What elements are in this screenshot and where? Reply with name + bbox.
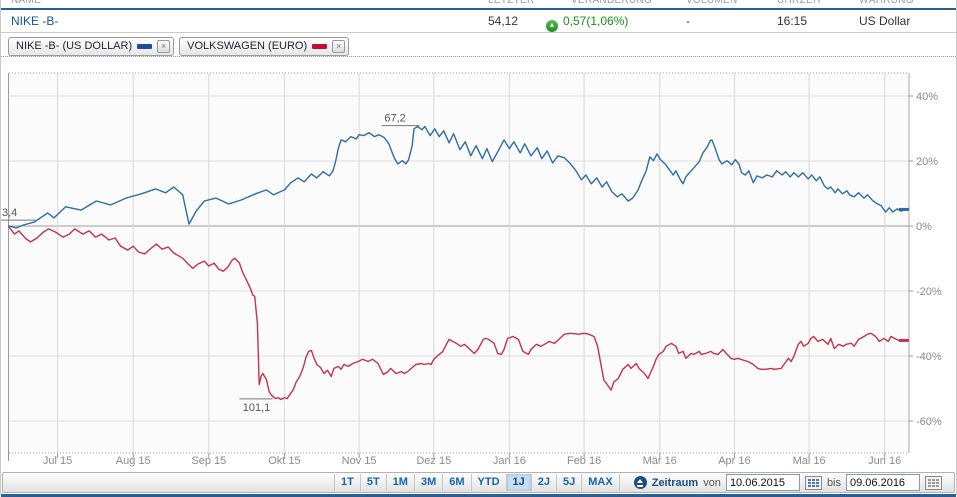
- column-header-uhrzeit: UHRZEIT: [777, 0, 823, 6]
- column-header-letzter: LETZTER: [488, 0, 535, 6]
- y-axis-label: -20%: [916, 286, 942, 298]
- y-axis-label: 0%: [916, 221, 932, 233]
- range-button-1t[interactable]: 1T: [333, 474, 361, 491]
- x-axis-label: Feb 16: [567, 455, 601, 467]
- y-axis-label: 20%: [916, 156, 938, 168]
- von-label: von: [703, 476, 721, 489]
- x-axis-label: Jun 16: [868, 455, 901, 467]
- column-header-name: NAME: [11, 0, 42, 6]
- y-axis-label: -60%: [916, 416, 942, 428]
- x-axis-label: Aug 15: [116, 455, 151, 467]
- currency-value: US Dollar: [859, 14, 911, 28]
- range-button-6m[interactable]: 6M: [443, 474, 472, 491]
- remove-series-button[interactable]: ×: [157, 39, 171, 53]
- zeitraum-label: Zeitraum: [651, 476, 699, 489]
- change-value: 0,57(1,06%): [563, 14, 629, 28]
- x-axis-label: Jan 16: [493, 455, 526, 467]
- x-axis-label: Dez 15: [416, 455, 451, 467]
- range-button-ytd[interactable]: YTD: [472, 474, 507, 491]
- x-axis-label: Jul 15: [43, 455, 72, 467]
- chart-panel: Jul 15 Aug 15 Sep 15 Okt 15 Nov 15 Dez 15 Jan …: [1, 56, 956, 470]
- series-color-swatch: [137, 43, 153, 49]
- range-button-1j[interactable]: 1J: [506, 474, 532, 491]
- x-axis-label: Apr 16: [718, 455, 750, 467]
- range-button-2j[interactable]: 2J: [532, 474, 558, 491]
- column-header-veränderung: VERÄNDERUNG: [571, 0, 653, 6]
- instrument-name-link[interactable]: NIKE -B-: [11, 14, 59, 28]
- zeitraum-group: Zeitraum von bis: [633, 474, 942, 491]
- legend-tag-1: VOLKSWAGEN (EURO) ×: [179, 36, 350, 56]
- quote-row-nike: NIKE -B- 54,12 ▲ 0,57(1,06%) - 16:15 US D…: [1, 10, 956, 33]
- y-axis-label: 40%: [916, 91, 938, 103]
- series-line-1: [8, 226, 907, 401]
- column-header-volumen: VOLUMEN: [686, 0, 738, 6]
- legend-tag-label: VOLKSWAGEN (EURO): [187, 40, 308, 52]
- calendar-to-icon[interactable]: [925, 475, 942, 490]
- y-axis-label: -40%: [916, 351, 942, 363]
- annotation-label-1: 67,2: [384, 113, 405, 125]
- x-axis-label: Mär 16: [643, 455, 677, 467]
- zeitraum-clock-icon: [633, 476, 647, 489]
- last-price: 54,12: [488, 14, 519, 28]
- legend-tags-row: NIKE -B- (US DOLLAR) × VOLKSWAGEN (EURO) ×: [1, 33, 956, 56]
- date-to-input[interactable]: [846, 474, 920, 491]
- range-button-3m[interactable]: 3M: [415, 474, 444, 491]
- header-divider: [1, 8, 956, 10]
- series-line-0: [8, 125, 907, 229]
- range-button-max[interactable]: MAX: [582, 474, 620, 491]
- bis-label: bis: [826, 476, 841, 489]
- x-axis-label: Okt 15: [268, 455, 300, 467]
- remove-series-button[interactable]: ×: [332, 39, 346, 53]
- quote-time: 16:15: [777, 14, 808, 28]
- x-axis-label: Mai 16: [793, 455, 826, 467]
- column-header-währung: WÄHRUNG: [859, 0, 914, 6]
- annotation-label-0: 3,4: [2, 207, 17, 219]
- date-from-input[interactable]: [725, 474, 800, 491]
- series-color-swatch: [312, 43, 328, 49]
- x-axis-label: Nov 15: [342, 455, 377, 467]
- calendar-from-icon[interactable]: [804, 475, 822, 490]
- volume-value: -: [686, 14, 690, 28]
- change-cell: ▲ 0,57(1,06%): [546, 14, 628, 32]
- range-button-5j[interactable]: 5J: [557, 474, 583, 491]
- range-button-5t[interactable]: 5T: [361, 474, 387, 491]
- annotation-label-2: 101,1: [243, 402, 271, 414]
- quote-table-header: NAME LETZTER VERÄNDERUNG VOLUMEN UHRZEIT WÄHR…: [1, 0, 956, 8]
- x-axis-label: Sep 15: [191, 455, 226, 467]
- range-button-1m[interactable]: 1M: [387, 474, 415, 491]
- plot-background: [9, 73, 909, 453]
- range-button-group: 1T 5T 1M 3M 6M YTD 1J 2J 5J MAX: [333, 474, 620, 491]
- legend-tag-label: NIKE -B- (US DOLLAR): [16, 40, 133, 52]
- change-up-icon: ▲: [546, 20, 558, 32]
- legend-tag-0: NIKE -B- (US DOLLAR) ×: [8, 36, 175, 56]
- price-chart-svg[interactable]: Jul 15 Aug 15 Sep 15 Okt 15 Nov 15 Dez 15 Jan …: [1, 57, 956, 470]
